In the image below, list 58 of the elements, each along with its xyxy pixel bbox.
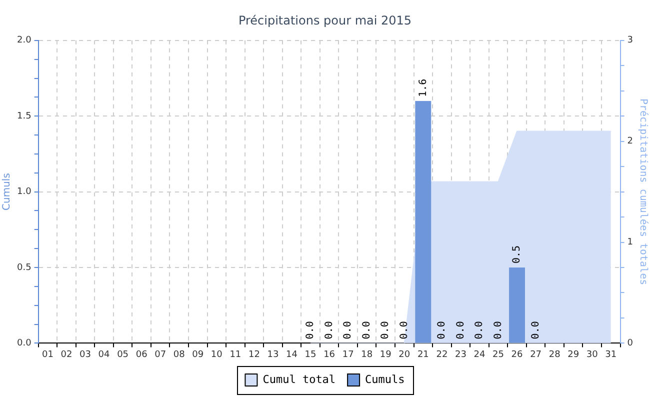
x-tick-label: 09 <box>192 350 204 360</box>
x-tick-label: 30 <box>586 350 598 360</box>
x-tick-label: 19 <box>380 350 392 360</box>
x-tick-label: 16 <box>324 350 336 360</box>
legend-label: Cumuls <box>365 372 405 386</box>
x-tick-label: 02 <box>60 350 72 360</box>
data-label: 0.0 <box>474 321 486 340</box>
x-tick-label: 11 <box>230 350 242 360</box>
x-tick-label: 26 <box>511 350 524 360</box>
data-label: 0.0 <box>342 321 354 340</box>
y2-tick-label: 0 <box>627 338 634 349</box>
data-label: 0.0 <box>361 321 372 340</box>
x-tick-label: 10 <box>210 350 223 360</box>
y2-tick-label: 2 <box>627 136 634 147</box>
data-label: 1.6 <box>418 78 429 97</box>
x-tick-label: 03 <box>80 350 91 360</box>
y-tick-label: 2.0 <box>16 36 32 46</box>
data-label: 0.0 <box>380 321 392 340</box>
x-tick-label: 01 <box>42 350 54 360</box>
data-label: 0.5 <box>512 245 523 264</box>
y2-axis-title: Précipitations cumulées totales <box>637 98 648 286</box>
x-tick-label: 21 <box>417 350 429 360</box>
y2-tick-label: 1 <box>627 238 634 248</box>
x-tick-label: 04 <box>98 350 110 360</box>
x-tick-label: 08 <box>173 350 186 360</box>
data-label: 0.0 <box>492 321 504 340</box>
y-tick-label: 1.0 <box>16 187 32 198</box>
x-tick-label: 29 <box>568 350 580 360</box>
y2-tick-label: 3 <box>627 36 634 46</box>
chart-title: Précipitations pour mai 2015 <box>238 13 412 28</box>
x-tick-label: 25 <box>492 350 504 360</box>
x-tick-label: 12 <box>248 350 260 360</box>
y-tick-label: 0.5 <box>16 262 32 273</box>
x-tick-label: 28 <box>548 350 561 360</box>
data-label: 0.0 <box>324 321 335 340</box>
y-tick-label: 1.5 <box>16 111 32 122</box>
x-tick-label: 05 <box>117 350 129 360</box>
x-tick-label: 17 <box>342 350 354 360</box>
x-tick-label: 23 <box>454 350 466 360</box>
x-tick-label: 27 <box>530 350 542 360</box>
y-axis-title: Cumuls <box>2 173 13 210</box>
x-tick-label: 24 <box>474 350 486 360</box>
data-label: 0.0 <box>305 321 316 340</box>
x-tick-label: 20 <box>398 350 410 360</box>
x-tick-label: 14 <box>286 350 298 360</box>
legend-label: Cumul total <box>262 372 336 386</box>
x-tick-label: 31 <box>605 350 617 360</box>
data-label: 0.0 <box>455 321 466 340</box>
x-tick-label: 18 <box>361 350 373 360</box>
x-tick-label: 22 <box>436 350 448 360</box>
x-tick-label: 13 <box>267 350 279 360</box>
data-label: 0.0 <box>530 321 542 340</box>
data-label: 0.0 <box>398 321 410 340</box>
data-label: 0.0 <box>436 321 448 340</box>
y-tick-label: 0.0 <box>16 338 32 349</box>
x-tick-label: 15 <box>304 350 316 360</box>
x-tick-label: 07 <box>154 350 166 360</box>
x-tick-label: 06 <box>136 350 148 360</box>
